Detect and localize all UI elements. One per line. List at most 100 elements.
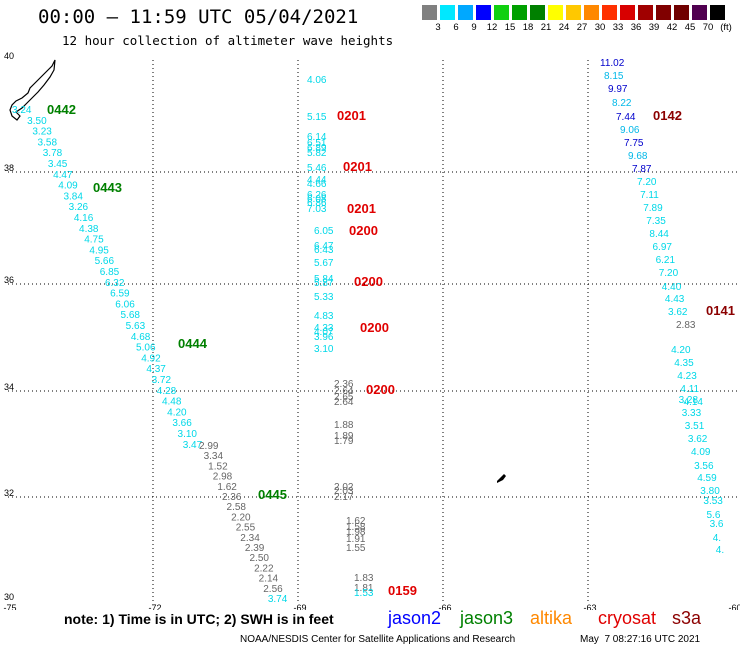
scale-label: 21 <box>540 22 552 33</box>
pass-time-label: 0201 <box>343 159 372 174</box>
wave-height-value: 3.23 <box>32 127 52 138</box>
wave-height-value: 6.89 <box>307 143 327 154</box>
wave-height-value: 8.22 <box>612 98 632 109</box>
scale-swatch <box>602 5 617 20</box>
scale-label: 9 <box>471 22 477 33</box>
wave-height-value: 4.14 <box>684 397 704 408</box>
wave-height-value: 3.96 <box>314 332 334 343</box>
wave-height-value: 2.17 <box>334 492 354 503</box>
wave-height-value: 3.72 <box>152 375 172 386</box>
wave-height-value: 4.09 <box>691 447 711 458</box>
wave-height-value: 2.39 <box>245 543 265 554</box>
pass-time-label: 0200 <box>360 320 389 335</box>
wave-height-value: 4.20 <box>671 345 691 356</box>
scale-label: 27 <box>576 22 588 33</box>
wave-height-value: 6.85 <box>100 267 120 278</box>
scale-label: 70 <box>702 22 714 33</box>
wave-height-value: 3.10 <box>178 429 198 440</box>
longitude-label: -69 <box>293 603 306 610</box>
wave-height-value: 2.58 <box>227 502 247 513</box>
wave-height-value: 3.10 <box>314 344 334 355</box>
wave-height-value: 4.66 <box>307 179 327 190</box>
wave-height-value: 3.34 <box>204 451 224 462</box>
satellite-altika: altika <box>530 608 573 628</box>
coastline-shape <box>9 59 56 121</box>
scale-swatch <box>638 5 653 20</box>
wave-height-value: 3.33 <box>682 408 702 419</box>
wave-height-value: 5.33 <box>314 292 334 303</box>
wave-height-value: 3.56 <box>694 461 714 472</box>
wave-height-value: 2.55 <box>236 523 256 534</box>
coastline <box>9 59 506 483</box>
satellite-s3a: s3a <box>672 608 702 628</box>
scale-swatch <box>548 5 563 20</box>
scale-label: 36 <box>630 22 642 33</box>
wave-height-value: 3.62 <box>668 307 688 318</box>
wave-height-value: 3.80 <box>700 486 720 497</box>
wave-height-value: 4.20 <box>167 407 187 418</box>
satellite-jason3: jason3 <box>460 608 514 628</box>
wave-height-value: 4.44 <box>307 175 327 186</box>
wave-height-value: 2.83 <box>676 320 696 331</box>
wave-height-value: 4.95 <box>89 245 109 256</box>
wave-height-value: 7.89 <box>643 203 663 214</box>
wave-height-value: 4.83 <box>314 311 334 322</box>
wave-height-value: 4.59 <box>697 473 717 484</box>
wave-height-value: 6.59 <box>110 289 130 300</box>
wave-height-value: 4.35 <box>674 358 694 369</box>
scale-swatch <box>458 5 473 20</box>
longitude-label: -72 <box>148 603 161 610</box>
latitude-label: 34 <box>4 382 14 392</box>
wave-height-value: 5.67 <box>314 258 334 269</box>
wave-height-value: 3.62 <box>688 434 708 445</box>
pass-time-label: 0201 <box>337 108 366 123</box>
scale-swatch <box>440 5 455 20</box>
pass-time-label: 0445 <box>258 487 287 502</box>
wave-height-value: 5.63 <box>126 321 146 332</box>
wave-height-value: 11.02 <box>600 58 625 69</box>
wave-height-value: 4.37 <box>146 364 166 375</box>
island-shape <box>497 474 506 483</box>
wave-height-value: 2.64 <box>334 397 354 408</box>
wave-height-value: 7.20 <box>637 177 657 188</box>
wave-height-value: 2.50 <box>249 553 269 564</box>
axis-labels: 40 38 36 34 32 30-75 -72 -69 -66 -63 -60 <box>3 51 740 610</box>
longitude-label: -75 <box>3 603 16 610</box>
wave-height-value: 4.28 <box>157 386 177 397</box>
wave-height-value: 6.32 <box>105 278 125 289</box>
scale-label: 6 <box>453 22 459 33</box>
longitude-label: -66 <box>438 603 451 610</box>
wave-height-value: 3.66 <box>172 418 192 429</box>
wave-height-value: 4. <box>713 533 721 544</box>
wave-height-value: 3.45 <box>48 159 68 170</box>
wave-height-value: 3.28 <box>679 395 699 406</box>
scale-swatch <box>656 5 671 20</box>
timestamp-text: May 7 08:27:16 UTC 2021 <box>580 634 701 645</box>
scale-label: (ft) <box>720 22 732 33</box>
latitude-label: 36 <box>4 275 14 285</box>
wave-height-value: 1.81 <box>354 583 374 594</box>
wave-height-value: 7.03 <box>307 204 327 215</box>
scale-label: 33 <box>612 22 624 33</box>
wave-height-value: 4.48 <box>162 397 182 408</box>
scale-swatch <box>584 5 599 20</box>
wave-height-value: 2.56 <box>263 584 283 595</box>
wave-height-value: 2.14 <box>259 574 279 585</box>
wave-height-value: 2.02 <box>334 482 354 493</box>
wave-height-value: 3.53 <box>703 496 723 507</box>
pass-time-label: 0442 <box>47 102 76 117</box>
wave-height-value: 6.47 <box>314 241 334 252</box>
wave-height-value: 1.62 <box>217 482 237 493</box>
latitude-label: 40 <box>4 51 14 61</box>
scale-swatch <box>512 5 527 20</box>
scale-label: 24 <box>558 22 570 33</box>
wave-height-value: 3.24 <box>12 105 32 116</box>
wave-height-value: 6.97 <box>653 242 673 253</box>
longitude-label: -60 <box>728 603 740 610</box>
wave-height-value: 2.65 <box>334 392 354 403</box>
wave-height-value: 3.6 <box>710 519 724 530</box>
wave-height-value: 2.36 <box>334 379 354 390</box>
wave-height-value: 5.87 <box>314 278 334 289</box>
wave-height-value: 4.11 <box>680 384 699 395</box>
